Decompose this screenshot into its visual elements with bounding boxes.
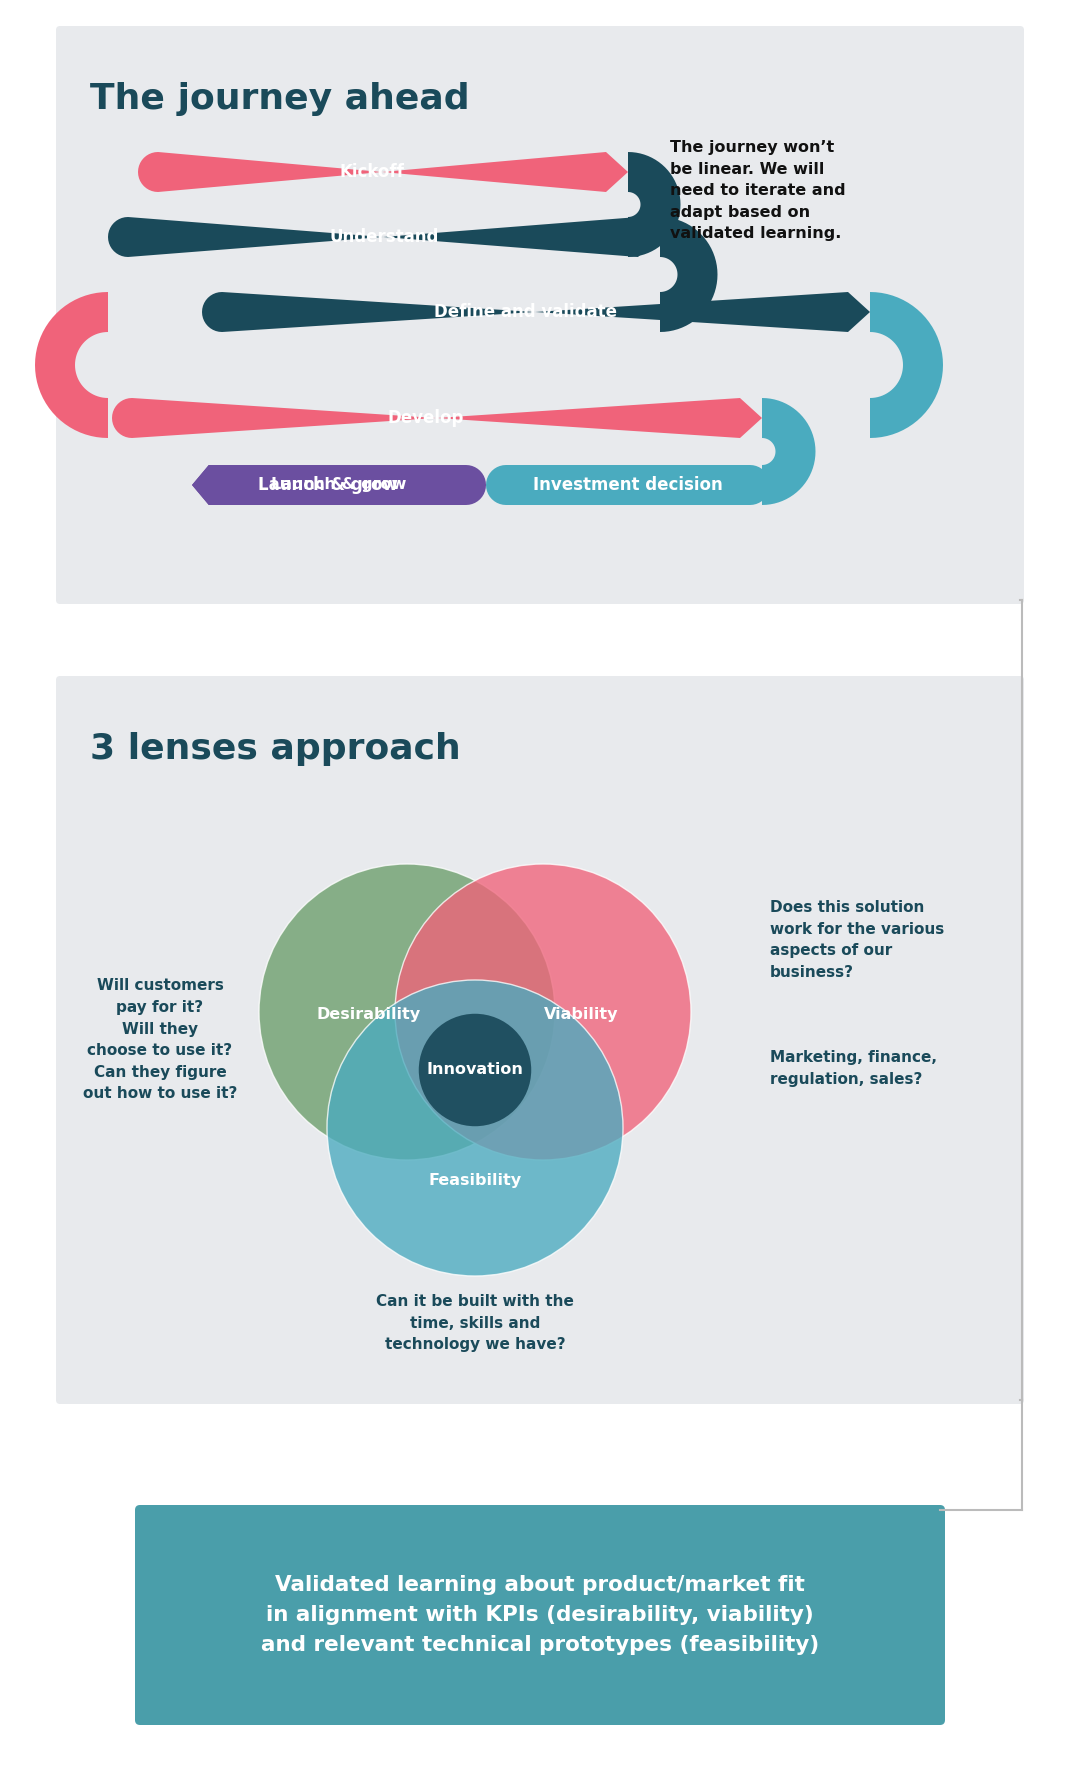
Circle shape [259, 865, 555, 1160]
Text: Innovation: Innovation [427, 1062, 523, 1078]
Polygon shape [486, 464, 770, 505]
FancyBboxPatch shape [135, 1505, 945, 1726]
Polygon shape [660, 217, 718, 333]
Bar [138, 192, 628, 217]
Text: Does this solution
work for the various
aspects of our
business?: Does this solution work for the various … [770, 900, 944, 980]
Text: Desirability: Desirability [317, 1007, 422, 1021]
Text: Develop: Develop [388, 409, 464, 427]
Text: Kickoff: Kickoff [339, 164, 404, 181]
Text: Investment decision: Investment decision [533, 477, 723, 495]
Polygon shape [138, 151, 628, 192]
Circle shape [326, 980, 623, 1276]
Bar [202, 333, 870, 398]
Polygon shape [192, 464, 486, 505]
Text: Marketing, finance,
regulation, sales?: Marketing, finance, regulation, sales? [770, 1050, 937, 1087]
Polygon shape [192, 464, 486, 505]
Polygon shape [108, 217, 660, 256]
Polygon shape [628, 151, 681, 256]
Text: Launch & grow: Launch & grow [258, 477, 398, 495]
Circle shape [395, 865, 691, 1160]
Text: Viability: Viability [544, 1007, 618, 1021]
Polygon shape [35, 292, 108, 438]
Text: Define and validate: Define and validate [433, 302, 616, 320]
Bar [202, 256, 660, 292]
Polygon shape [762, 398, 815, 505]
Bar [108, 333, 242, 398]
Polygon shape [870, 292, 943, 438]
Text: 3 lenses approach: 3 lenses approach [90, 731, 461, 767]
Text: Validated learning about product/market fit
in alignment with KPIs (desirability: Validated learning about product/market … [261, 1574, 819, 1656]
Text: The journey won’t
be linear. We will
need to iterate and
adapt based on
validate: The journey won’t be linear. We will nee… [670, 141, 845, 242]
Text: Understand: Understand [330, 228, 439, 246]
Text: Can it be built with the
time, skills and
technology we have?: Can it be built with the time, skills an… [376, 1293, 574, 1352]
Text: Feasibility: Feasibility [428, 1172, 521, 1188]
Text: The journey ahead: The journey ahead [90, 82, 469, 116]
Circle shape [418, 1014, 531, 1126]
Bar [192, 438, 762, 464]
FancyBboxPatch shape [56, 676, 1024, 1404]
Text: Launch & grow: Launch & grow [271, 477, 406, 493]
FancyBboxPatch shape [56, 27, 1024, 605]
Text: Will customers
pay for it?
Will they
choose to use it?
Can they figure
out how t: Will customers pay for it? Will they cho… [83, 978, 237, 1101]
Polygon shape [112, 398, 762, 438]
Polygon shape [202, 292, 870, 333]
